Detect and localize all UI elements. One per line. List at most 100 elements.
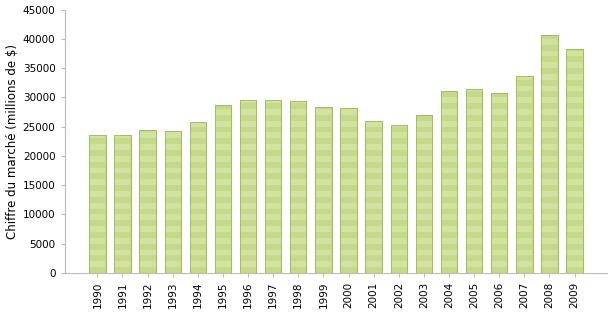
- Bar: [516, 109, 532, 115]
- Bar: [340, 108, 357, 273]
- Bar: [240, 168, 256, 173]
- Bar: [390, 226, 407, 232]
- Bar: [416, 144, 432, 150]
- Bar: [240, 109, 256, 115]
- Bar: [341, 144, 357, 150]
- Bar: [341, 261, 357, 267]
- Bar: [541, 226, 557, 232]
- Bar: [516, 214, 532, 220]
- Bar: [541, 179, 557, 185]
- Bar: [516, 168, 532, 173]
- Bar: [416, 250, 432, 255]
- Bar: [265, 109, 281, 115]
- Bar: [466, 97, 482, 103]
- Bar: [466, 89, 482, 273]
- Bar: [441, 121, 457, 127]
- Bar: [491, 238, 507, 244]
- Bar: [265, 238, 281, 244]
- Bar: [416, 179, 432, 185]
- Bar: [291, 261, 306, 267]
- Bar: [466, 214, 482, 220]
- Bar: [441, 168, 457, 173]
- Bar: [516, 144, 532, 150]
- Bar: [115, 156, 131, 162]
- Bar: [190, 122, 206, 127]
- Bar: [365, 156, 382, 162]
- Bar: [140, 144, 156, 150]
- Bar: [190, 179, 206, 185]
- Bar: [190, 250, 206, 255]
- Bar: [566, 191, 582, 197]
- Bar: [491, 144, 507, 150]
- Bar: [566, 144, 582, 150]
- Bar: [341, 121, 357, 127]
- Bar: [516, 76, 532, 80]
- Bar: [291, 156, 306, 162]
- Bar: [89, 214, 105, 220]
- Bar: [466, 238, 482, 244]
- Bar: [341, 238, 357, 244]
- Bar: [491, 214, 507, 220]
- Bar: [115, 144, 131, 150]
- Bar: [365, 121, 382, 127]
- Bar: [316, 238, 332, 244]
- Bar: [291, 214, 306, 220]
- Bar: [541, 74, 557, 80]
- Bar: [115, 261, 131, 267]
- Bar: [265, 121, 281, 127]
- Bar: [215, 191, 231, 197]
- Bar: [165, 214, 181, 220]
- Bar: [541, 144, 557, 150]
- Bar: [390, 144, 407, 150]
- Bar: [516, 76, 533, 273]
- Bar: [165, 156, 181, 162]
- Bar: [365, 250, 382, 255]
- Bar: [89, 144, 105, 150]
- Bar: [240, 100, 256, 103]
- Bar: [491, 261, 507, 267]
- Bar: [541, 35, 558, 273]
- Bar: [114, 135, 131, 273]
- Bar: [240, 133, 256, 138]
- Bar: [441, 261, 457, 267]
- Bar: [291, 101, 306, 103]
- Bar: [466, 179, 482, 185]
- Bar: [265, 214, 281, 220]
- Bar: [316, 121, 332, 127]
- Bar: [291, 238, 306, 244]
- Bar: [566, 156, 582, 162]
- Bar: [190, 144, 206, 150]
- Bar: [316, 156, 332, 162]
- Bar: [390, 133, 407, 138]
- Bar: [541, 214, 557, 220]
- Bar: [390, 125, 407, 127]
- Bar: [265, 179, 281, 185]
- Bar: [291, 179, 306, 185]
- Bar: [441, 191, 457, 197]
- Bar: [441, 133, 457, 138]
- Bar: [140, 203, 156, 208]
- Bar: [516, 156, 532, 162]
- Bar: [265, 250, 281, 255]
- Bar: [466, 109, 482, 115]
- Bar: [341, 226, 357, 232]
- Bar: [365, 179, 382, 185]
- Bar: [265, 144, 281, 150]
- Bar: [416, 226, 432, 232]
- Bar: [265, 191, 281, 197]
- Bar: [165, 261, 181, 267]
- Bar: [390, 250, 407, 255]
- Bar: [140, 238, 156, 244]
- Bar: [416, 214, 432, 220]
- Bar: [466, 261, 482, 267]
- Bar: [566, 226, 582, 232]
- Bar: [365, 261, 382, 267]
- Bar: [491, 156, 507, 162]
- Bar: [466, 133, 482, 138]
- Bar: [89, 238, 105, 244]
- Bar: [365, 203, 382, 208]
- Bar: [215, 133, 231, 138]
- Bar: [240, 100, 256, 273]
- Bar: [215, 179, 231, 185]
- Bar: [566, 49, 583, 273]
